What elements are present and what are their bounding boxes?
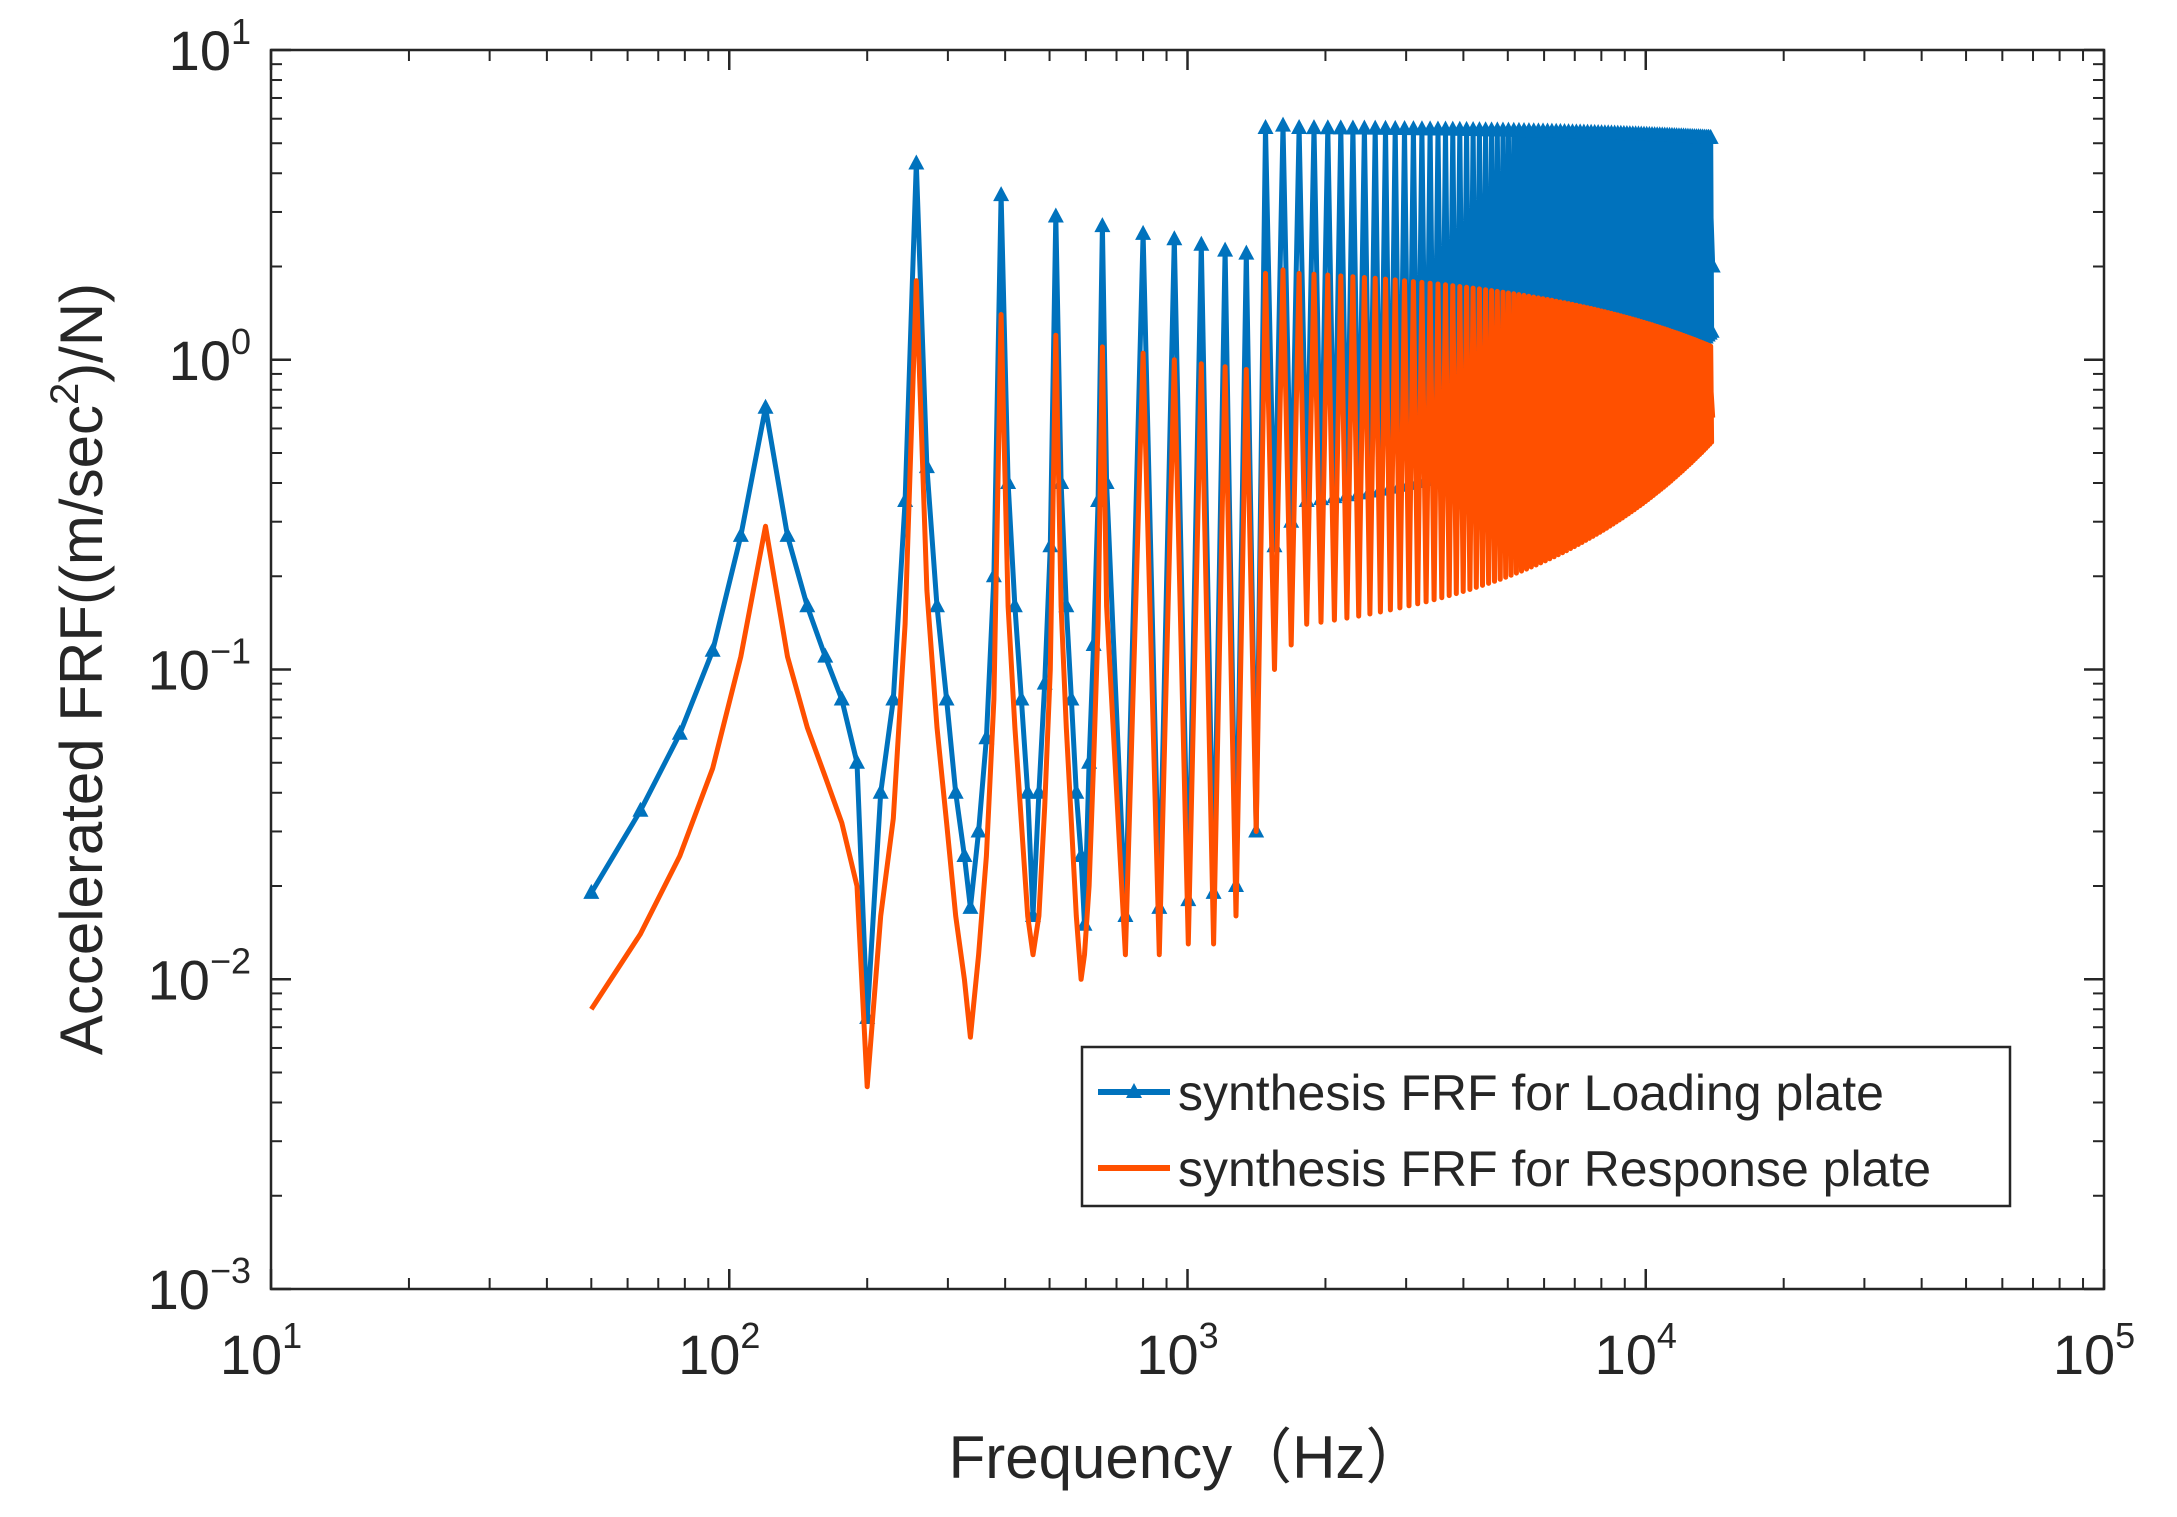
series-marker-0 [799, 597, 816, 613]
series-marker-0 [1703, 322, 1720, 338]
x-tick-label: 105 [2053, 1315, 2135, 1386]
series-marker-0 [779, 526, 796, 542]
series-marker-0 [1094, 217, 1111, 233]
series-marker-0 [1217, 241, 1234, 257]
series-marker-0 [757, 398, 774, 414]
series-marker-0 [1006, 597, 1023, 613]
series-marker-0 [1344, 119, 1361, 135]
series-marker-0 [1275, 116, 1292, 132]
x-axis-ticks: 101 102 103 104 105 [220, 50, 2135, 1386]
series-marker-0 [1332, 119, 1349, 135]
legend: synthesis FRF for Loading plate synthesi… [1080, 1045, 2012, 1208]
series-marker-0 [1257, 118, 1274, 134]
series-marker-0 [1291, 118, 1308, 134]
legend-label-response-plate: synthesis FRF for Response plate [1178, 1141, 1931, 1197]
series-marker-0 [1019, 783, 1036, 799]
series-marker-0 [848, 753, 865, 769]
series-marker-0 [885, 690, 902, 706]
series-marker-0 [962, 898, 979, 914]
series-layer [583, 116, 1721, 1090]
series-marker-0 [938, 690, 955, 706]
series-marker-0 [1047, 207, 1064, 223]
y-tick-label: 10−1 [148, 631, 251, 702]
series-marker-0 [928, 597, 945, 613]
series-marker-0 [970, 822, 987, 838]
series-marker-0 [1305, 119, 1322, 135]
series-marker-0 [1704, 257, 1721, 273]
series-marker-0 [993, 186, 1010, 202]
y-axis-label: Accelerated FRF((m/sec2)/N) [43, 283, 115, 1055]
y-tick-label: 10−2 [148, 940, 251, 1011]
x-tick-label: 104 [1595, 1315, 1677, 1386]
series-line-1 [589, 267, 1716, 1090]
series-marker-0 [1319, 119, 1336, 135]
series-marker-0 [1356, 119, 1373, 135]
x-tick-label: 101 [220, 1315, 302, 1386]
series-marker-0 [732, 526, 749, 542]
series-marker-0 [1166, 230, 1183, 246]
x-tick-label: 103 [1136, 1315, 1218, 1386]
x-tick-label: 102 [678, 1315, 760, 1386]
series-marker-0 [1135, 224, 1152, 240]
series-marker-0 [956, 846, 973, 862]
series-marker-0 [817, 647, 834, 663]
x-axis-label: Frequency（Hz） [949, 1424, 1426, 1491]
series-marker-0 [583, 883, 600, 899]
series-marker-0 [833, 690, 850, 706]
series-marker-0 [908, 154, 925, 170]
series-marker-0 [872, 783, 889, 799]
series-marker-0 [704, 641, 721, 657]
series-marker-0 [632, 801, 649, 817]
series-marker-0 [671, 724, 688, 740]
legend-label-loading-plate: synthesis FRF for Loading plate [1178, 1065, 1884, 1121]
y-axis-ticks: 10−3 10−2 10−1 100 101 [148, 11, 2104, 1321]
legend-marker-loading-plate [1126, 1083, 1142, 1098]
series-marker-0 [1073, 846, 1090, 862]
legend-box [1080, 1045, 2012, 1208]
series-marker-0 [1238, 244, 1255, 260]
series-marker-0 [1013, 690, 1030, 706]
y-tick-label: 10−3 [148, 1250, 251, 1321]
series-marker-0 [1700, 128, 1717, 144]
y-tick-label: 100 [169, 321, 251, 392]
series-marker-0 [947, 783, 964, 799]
series-marker-0 [1193, 235, 1210, 251]
y-tick-label: 101 [169, 11, 251, 82]
series-marker-0 [1367, 119, 1384, 135]
